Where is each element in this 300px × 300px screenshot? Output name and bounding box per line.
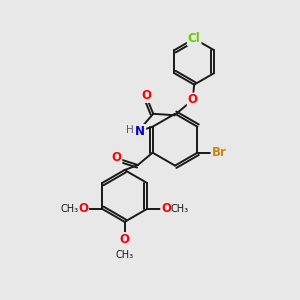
Text: O: O (78, 202, 88, 215)
Text: O: O (111, 151, 122, 164)
Text: H: H (126, 125, 134, 135)
Text: O: O (188, 93, 198, 106)
Text: N: N (135, 125, 145, 138)
Text: O: O (141, 89, 151, 102)
Text: O: O (120, 233, 130, 246)
Text: Cl: Cl (188, 32, 200, 45)
Text: CH₃: CH₃ (171, 205, 189, 214)
Text: Br: Br (212, 146, 226, 159)
Text: O: O (161, 202, 171, 215)
Text: CH₃: CH₃ (116, 250, 134, 260)
Text: CH₃: CH₃ (60, 205, 78, 214)
